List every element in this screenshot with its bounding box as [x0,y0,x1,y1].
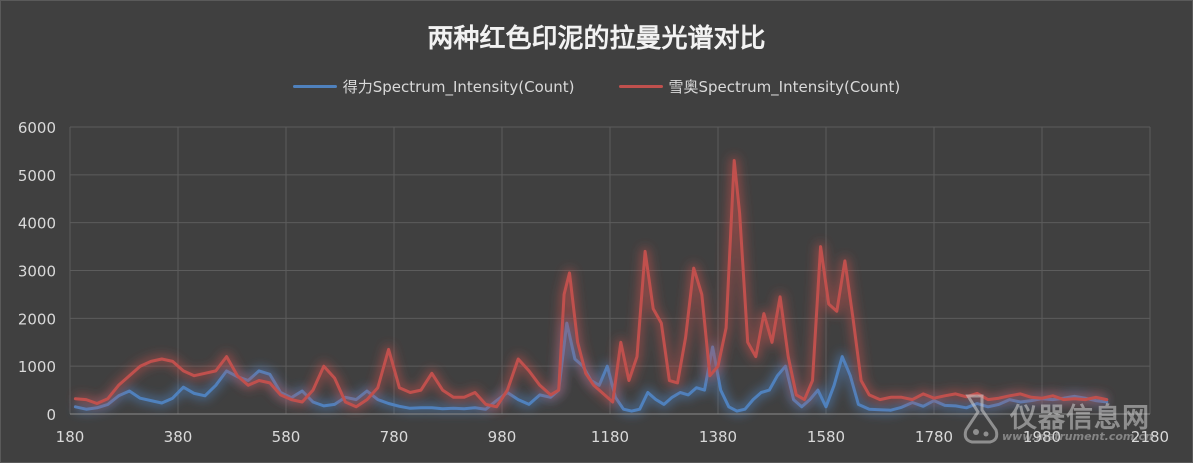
x-tick-label: 980 [488,428,517,446]
x-tick-label: 380 [164,428,193,446]
x-tick-label: 1780 [915,428,953,446]
y-tick-label: 6000 [18,119,56,137]
y-tick-label: 0 [46,406,56,424]
x-tick-label: 1580 [807,428,845,446]
chart-title: 两种红色印泥的拉曼光谱对比 [427,24,766,54]
x-tick-label: 2180 [1131,428,1169,446]
y-tick-label: 5000 [18,167,56,185]
legend-label-deli: 得力Spectrum_Intensity(Count) [342,78,575,96]
y-tick-label: 3000 [18,263,56,281]
legend: 得力Spectrum_Intensity(Count) 雪奥Spectrum_I… [0,76,1193,97]
x-tick-label: 1180 [591,428,629,446]
y-tick-label: 4000 [18,215,56,233]
legend-label-xueao: 雪奥Spectrum_Intensity(Count) [668,78,901,96]
series-glow-1 [75,156,1108,412]
y-tick-label: 2000 [18,310,56,328]
x-tick-label: 1380 [699,428,737,446]
legend-swatch-deli [292,85,337,88]
series-line-1 [73,159,1109,409]
axes: 0 1000 2000 3000 4000 5000 6000 180 380 580 780 980… [18,119,1169,446]
x-tick-label: 780 [380,428,409,446]
x-tick-label: 580 [272,428,301,446]
x-tick-label: 180 [56,428,85,446]
y-tick-label: 1000 [18,358,56,376]
legend-item-deli: 得力Spectrum_Intensity(Count) [292,76,575,97]
x-tick-label: 1980 [1023,428,1061,446]
series-line-0 [73,321,1109,413]
legend-item-xueao: 雪奥Spectrum_Intensity(Count) [618,76,901,97]
legend-swatch-xueao [618,85,663,88]
series-layer [73,156,1109,416]
